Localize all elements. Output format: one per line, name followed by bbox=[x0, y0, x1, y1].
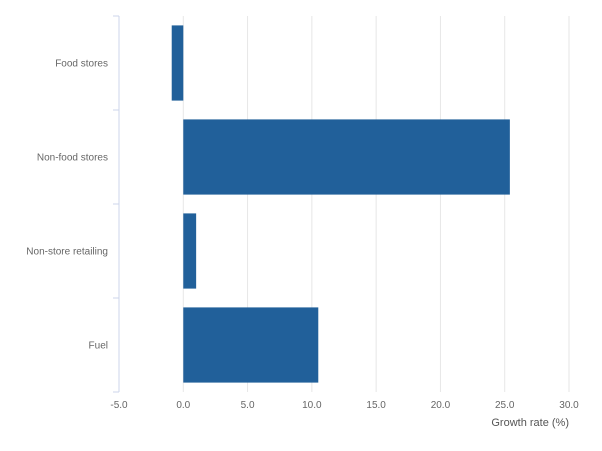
category-label: Food stores bbox=[55, 59, 108, 70]
category-label: Non-food stores bbox=[37, 153, 108, 164]
x-tick-label: 20.0 bbox=[431, 400, 451, 411]
category-labels: Food stores Non-food stores Non-store reta… bbox=[26, 59, 108, 352]
x-tick-label: 5.0 bbox=[241, 400, 255, 411]
x-tick-labels: -5.0 0.0 5.0 10.0 15.0 20.0 25.0 30.0 bbox=[110, 400, 579, 411]
x-tick-label: 0.0 bbox=[176, 400, 190, 411]
x-tick-label: 25.0 bbox=[495, 400, 515, 411]
x-tick-label: 30.0 bbox=[559, 400, 579, 411]
x-tick-label: 10.0 bbox=[302, 400, 322, 411]
x-tick-label: 15.0 bbox=[366, 400, 386, 411]
category-axis bbox=[113, 15, 120, 393]
bar bbox=[171, 25, 184, 101]
bar bbox=[183, 307, 319, 383]
bar bbox=[183, 213, 197, 289]
x-tick-label: -5.0 bbox=[110, 400, 128, 411]
x-axis-title: Growth rate (%) bbox=[491, 417, 569, 429]
bar bbox=[183, 119, 510, 195]
category-label: Fuel bbox=[89, 341, 108, 352]
category-label: Non-store retailing bbox=[26, 247, 108, 258]
bars bbox=[171, 25, 510, 383]
gridlines bbox=[182, 16, 570, 392]
